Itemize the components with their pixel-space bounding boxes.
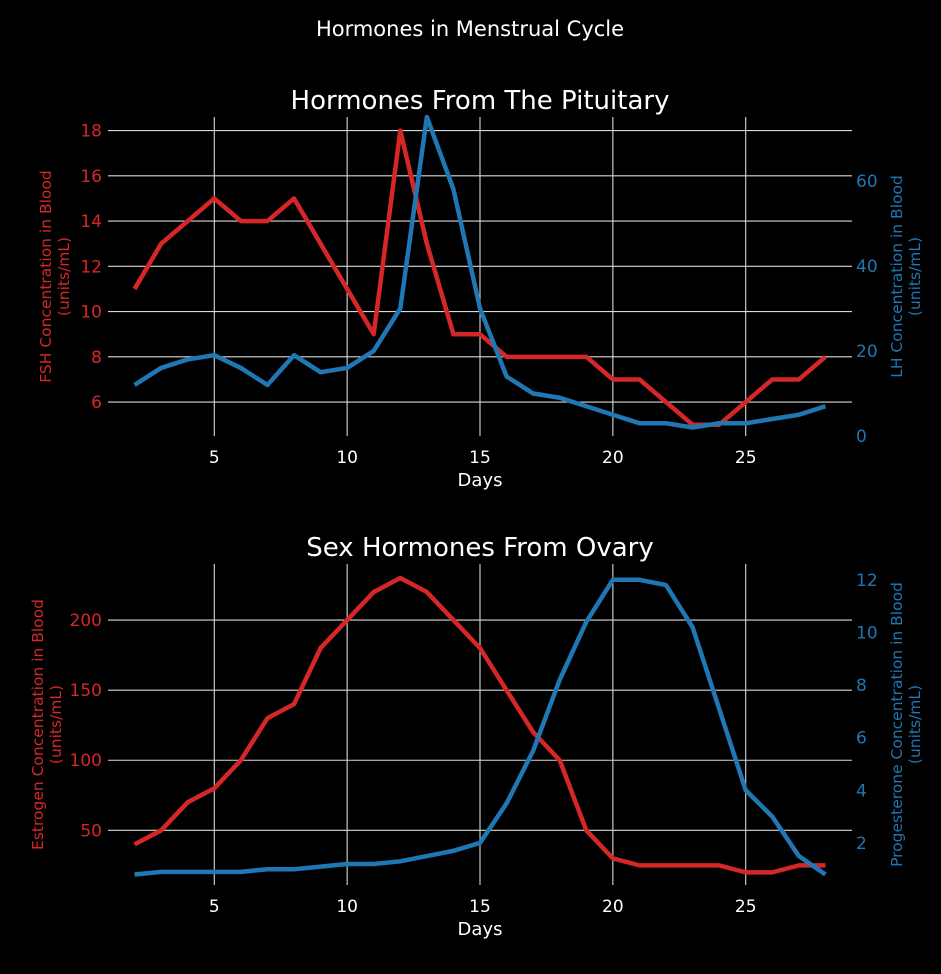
pituitary-xtick-label: 10 [336, 448, 358, 468]
pituitary-ylabel-right: LH Concentration in Blood(units/mL) [888, 175, 924, 378]
ovary-series-estrogen-line [133, 575, 826, 875]
ovary-ylabel-right: Progesterone Concentration in Blood(unit… [888, 582, 924, 867]
ovary-ylabel-left-line: (units/mL) [47, 685, 65, 764]
ovary-ylabel-left: Estrogen Concentration in Blood(units/mL… [29, 599, 65, 850]
pituitary-ylabel-right-line: LH Concentration in Blood [888, 175, 906, 378]
pituitary-ytick-right-label: 20 [856, 342, 878, 362]
ovary-xtick-label: 25 [735, 897, 757, 917]
pituitary-ytick-left-label: 12 [80, 257, 102, 277]
ovary-xtick-label: 20 [602, 897, 624, 917]
pituitary-ylabel-right-line: (units/mL) [906, 237, 924, 316]
pituitary-ylabel-left-line: (units/mL) [55, 237, 73, 316]
pituitary-ytick-left-label: 6 [91, 393, 102, 413]
pituitary-ytick-left-label: 10 [80, 303, 102, 323]
ovary-ytick-right-label: 4 [856, 781, 867, 801]
pituitary-xtick-label: 5 [209, 448, 220, 468]
pituitary-xtick-label: 15 [469, 448, 491, 468]
pituitary-ytick-right-label: 40 [856, 257, 878, 277]
pituitary-ytick-left-label: 8 [91, 348, 102, 368]
ovary-ytick-right-label: 2 [856, 834, 867, 854]
ovary-xtick-label: 10 [336, 897, 358, 917]
ovary-ytick-left-label: 200 [70, 611, 102, 631]
pituitary-ytick-left-label: 16 [80, 167, 102, 187]
pituitary-series-lh-line [133, 114, 827, 430]
ovary-ylabel-left-line: Estrogen Concentration in Blood [29, 599, 47, 850]
ovary-ytick-right-label: 8 [856, 676, 867, 696]
pituitary-xtick-label: 20 [602, 448, 624, 468]
ovary-ytick-right-label: 6 [856, 729, 867, 749]
pituitary-chart: Hormones From The Pituitary 5 10 15 20 25 6 8 10… [37, 86, 924, 491]
pituitary-ytick-left-label: 18 [80, 122, 102, 142]
ovary-xlabel: Days [458, 919, 503, 940]
ovary-title: Sex Hormones From Ovary [306, 533, 653, 563]
pituitary-ylabel-left-line: FSH Concentration in Blood [37, 170, 55, 382]
pituitary-ytick-right-label: 60 [856, 172, 878, 192]
pituitary-xtick-label: 25 [735, 448, 757, 468]
ovary-ytick-left-label: 150 [70, 681, 102, 701]
pituitary-title: Hormones From The Pituitary [291, 86, 670, 116]
pituitary-ytick-right-label: 0 [856, 427, 867, 447]
ovary-chart: Sex Hormones From Ovary 5 10 15 20 25 50 100 150… [29, 533, 924, 940]
ovary-ylabel-right-line: (units/mL) [906, 685, 924, 764]
figure-suptitle: Hormones in Menstrual Cycle [316, 17, 624, 41]
pituitary-xlabel: Days [458, 470, 503, 491]
ovary-xtick-label: 15 [469, 897, 491, 917]
ovary-xtick-label: 5 [209, 897, 220, 917]
ovary-ytick-right-label: 12 [856, 571, 878, 591]
ovary-ylabel-right-line: Progesterone Concentration in Blood [888, 582, 906, 867]
pituitary-ylabel-left: FSH Concentration in Blood(units/mL) [37, 170, 73, 382]
ovary-ytick-right-label: 10 [856, 623, 878, 643]
ovary-series-progesterone-line [134, 577, 827, 877]
pituitary-ytick-left-label: 14 [80, 212, 102, 232]
ovary-ytick-left-label: 50 [80, 821, 102, 841]
ovary-ytick-left-label: 100 [70, 751, 102, 771]
